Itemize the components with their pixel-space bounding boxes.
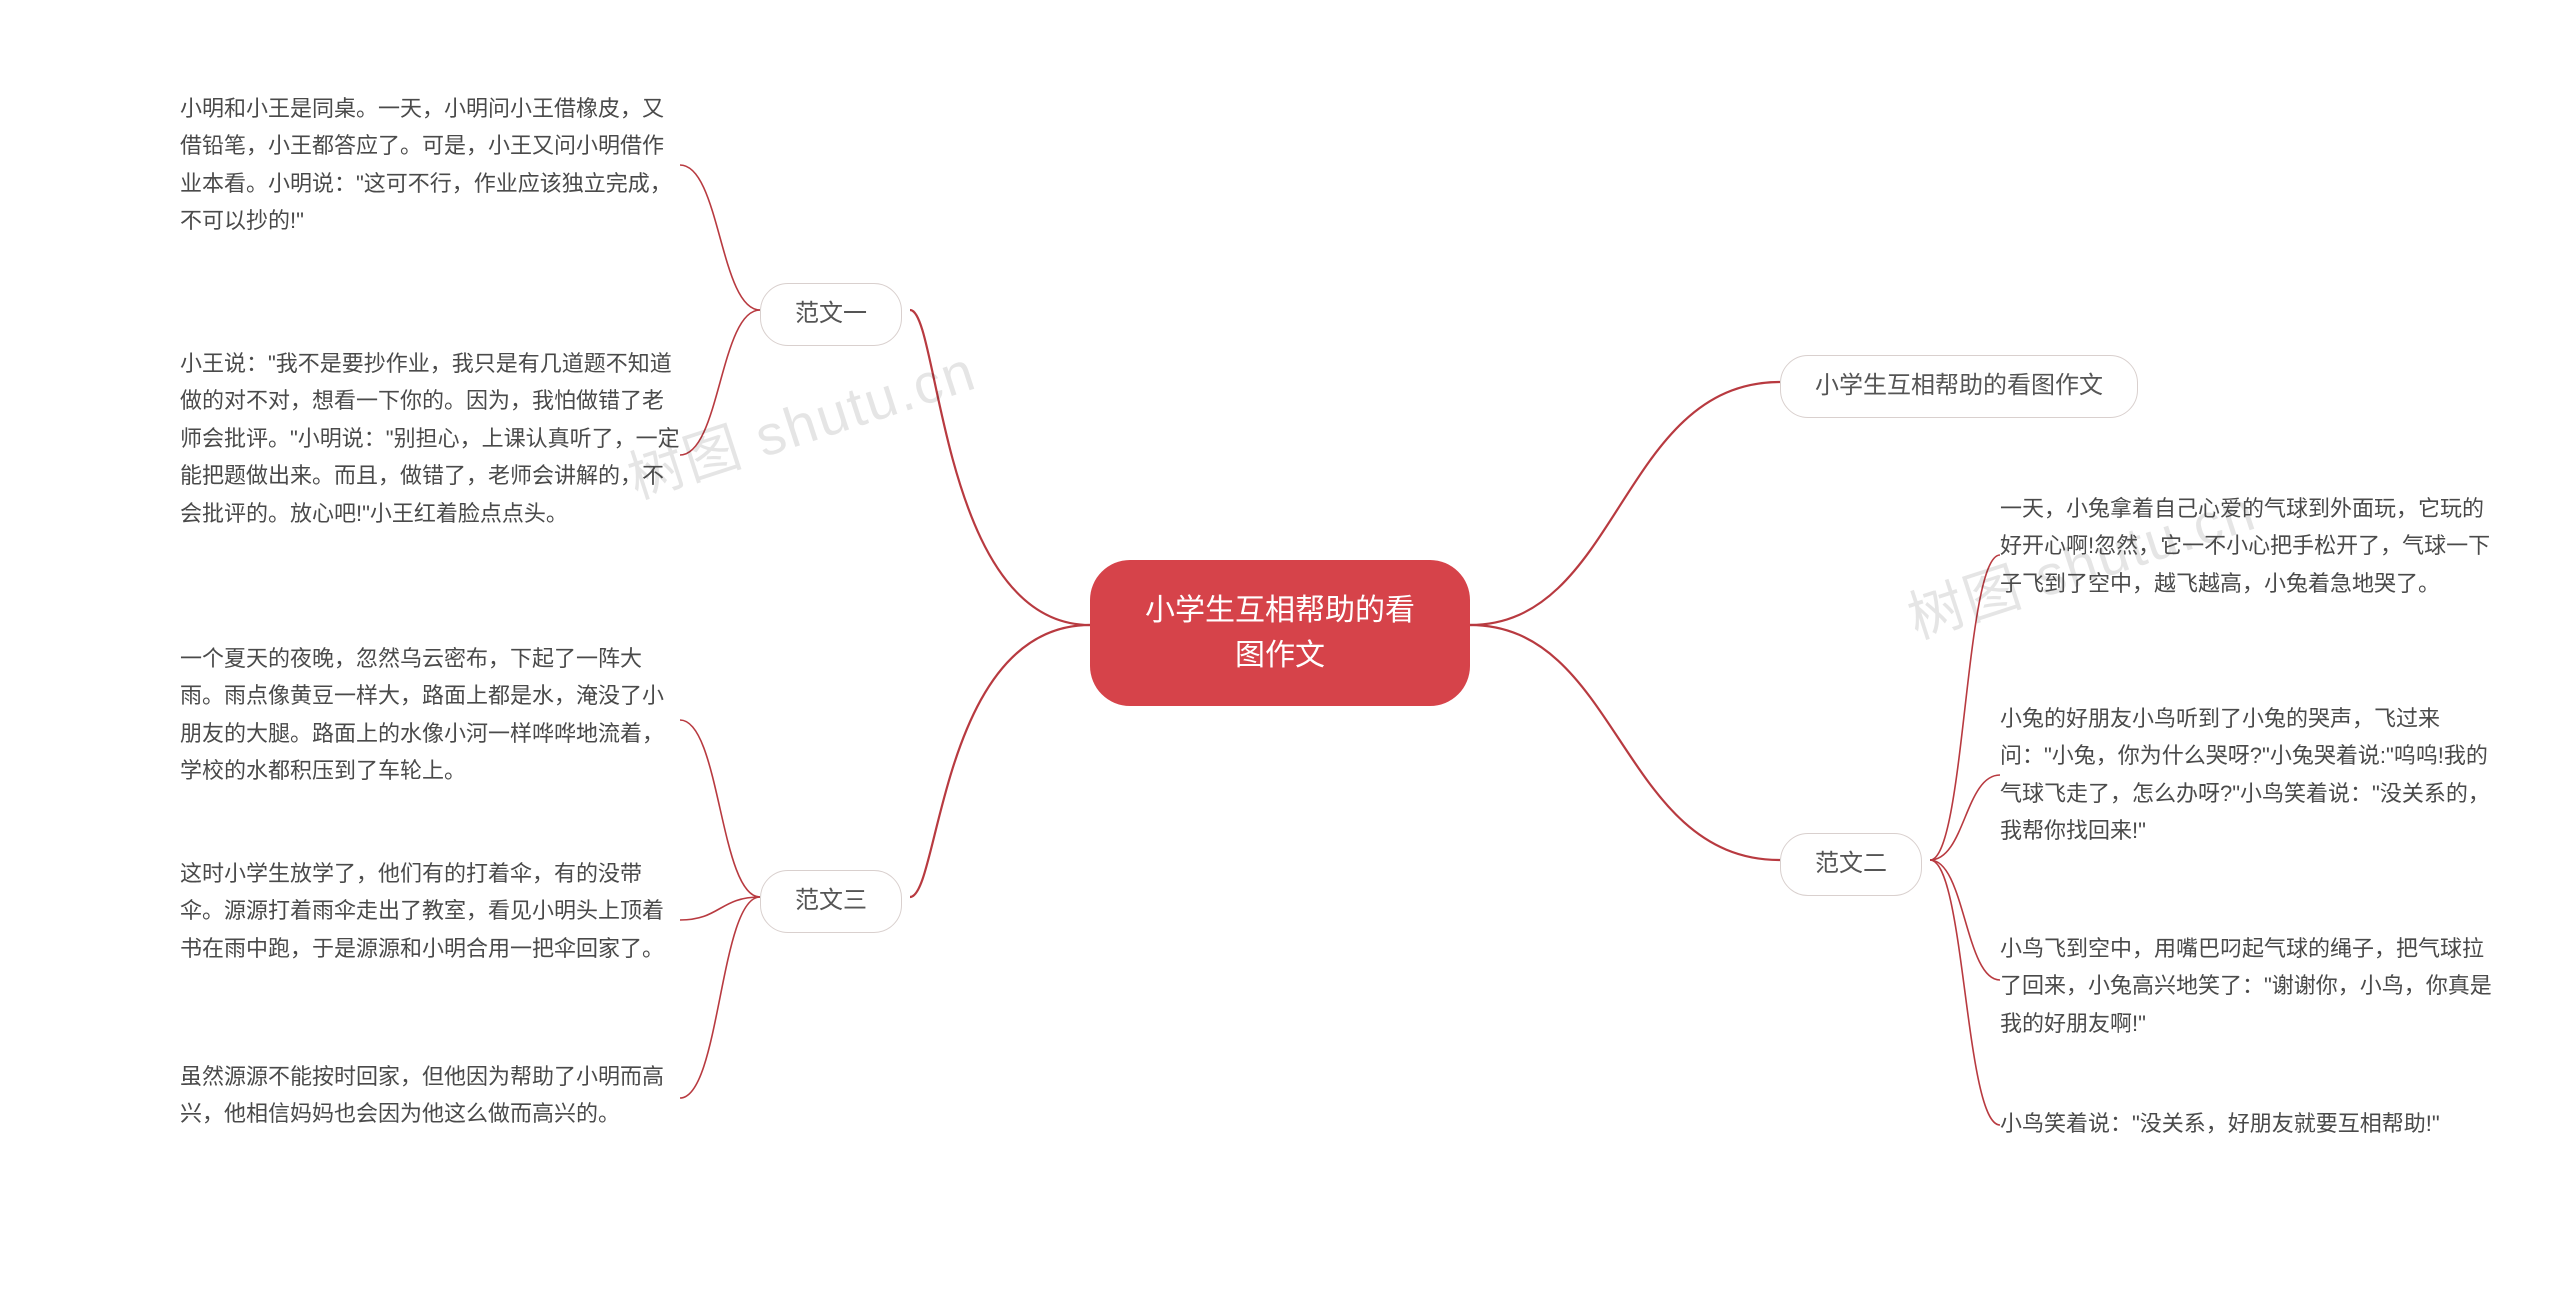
branch-node-left-1[interactable]: 范文三 [760,870,902,933]
leaf-node: 这时小学生放学了，他们有的打着伞，有的没带伞。源源打着雨伞走出了教室，看见小明头… [180,855,680,967]
leaf-node: 一天，小兔拿着自己心爱的气球到外面玩，它玩的好开心啊!忽然，它一不小心把手松开了… [2000,490,2500,602]
connector-path [1930,555,2000,860]
connector-path [1470,382,1780,625]
connector-path [910,625,1090,897]
leaf-node: 虽然源源不能按时回家，但他因为帮助了小明而高兴，他相信妈妈也会因为他这么做而高兴… [180,1058,680,1133]
center-node[interactable]: 小学生互相帮助的看图作文 [1090,560,1470,706]
leaf-node: 小鸟飞到空中，用嘴巴叼起气球的绳子，把气球拉了回来，小兔高兴地笑了："谢谢你，小… [2000,930,2500,1042]
branch-node-right-0[interactable]: 小学生互相帮助的看图作文 [1780,355,2138,418]
leaf-node: 小兔的好朋友小鸟听到了小兔的哭声，飞过来问："小兔，你为什么哭呀?"小兔哭着说:… [2000,700,2500,850]
mindmap-canvas: 树图 shutu.cn 树图 shutu.cn 小学生互相帮助的看图作文 小学生… [0,0,2560,1291]
connector-path [910,310,1090,625]
leaf-node: 小明和小王是同桌。一天，小明问小王借橡皮，又借铅笔，小王都答应了。可是，小王又问… [180,90,680,240]
connector-path [1470,625,1780,860]
connector-path [680,720,760,897]
branch-node-right-1[interactable]: 范文二 [1780,833,1922,896]
connector-path [1930,860,2000,980]
connector-path [680,897,760,920]
connector-path [1930,860,2000,1125]
connector-path [680,897,760,1098]
leaf-node: 一个夏天的夜晚，忽然乌云密布，下起了一阵大雨。雨点像黄豆一样大，路面上都是水，淹… [180,640,680,790]
leaf-node: 小王说："我不是要抄作业，我只是有几道题不知道做的对不对，想看一下你的。因为，我… [180,345,680,532]
connector-path [1930,775,2000,860]
leaf-node: 小鸟笑着说："没关系，好朋友就要互相帮助!" [2000,1105,2440,1142]
connector-path [680,310,760,455]
connector-path [680,165,760,310]
branch-node-left-0[interactable]: 范文一 [760,283,902,346]
